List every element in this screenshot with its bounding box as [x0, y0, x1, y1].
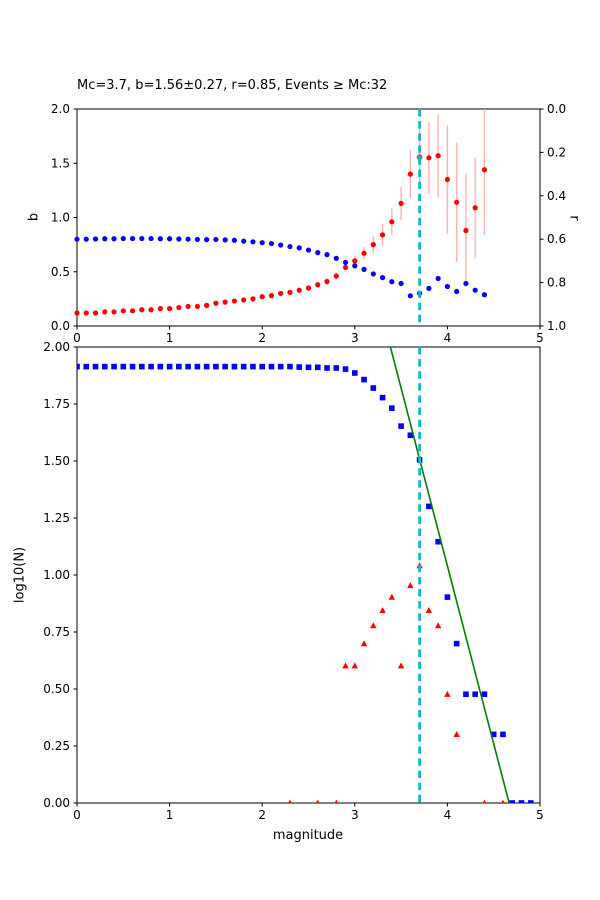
svg-text:0.0: 0.0 — [547, 102, 566, 116]
svg-text:1.5: 1.5 — [51, 156, 70, 170]
svg-text:5: 5 — [536, 331, 544, 345]
svg-text:0.8: 0.8 — [547, 276, 566, 290]
b-error-bars — [224, 109, 486, 304]
svg-text:0: 0 — [73, 808, 81, 822]
svg-text:2: 2 — [258, 331, 266, 345]
top-left-axis-label: b — [26, 212, 42, 222]
svg-text:2.00: 2.00 — [43, 340, 70, 354]
svg-text:1.50: 1.50 — [43, 454, 70, 468]
fit-line — [389, 347, 510, 803]
svg-text:1.0: 1.0 — [547, 319, 566, 333]
svg-text:3: 3 — [351, 331, 359, 345]
svg-text:1.75: 1.75 — [43, 397, 70, 411]
svg-text:0.2: 0.2 — [547, 145, 566, 159]
bottom-y-axis-label: log10(N) — [12, 546, 28, 604]
cumulative-points — [77, 363, 534, 803]
svg-text:3: 3 — [351, 808, 359, 822]
svg-text:0.25: 0.25 — [43, 739, 70, 753]
svg-text:1.00: 1.00 — [43, 568, 70, 582]
bottom-panel: 0 1 2 3 4 5 0.00 0.25 0.50 0.75 1.00 1.25 1.50 1.75 2.… — [43, 340, 544, 822]
bottom-panel-ticks: 0 1 2 3 4 5 0.00 0.25 0.50 0.75 1.00 1.25 1.50 1.75 2.… — [43, 340, 544, 822]
svg-text:5: 5 — [536, 808, 544, 822]
svg-text:0.50: 0.50 — [43, 682, 70, 696]
svg-text:0.6: 0.6 — [547, 232, 566, 246]
top-panel: 0 1 2 3 4 5 0.0 0.5 1.0 1.5 2.0 0.0 0.2 0.4 0.6 0.8 1.0 — [51, 102, 566, 345]
plot-title: Mc=3.7, b=1.56±0.27, r=0.85, Events ≥ Mc… — [77, 78, 388, 93]
noncumulative-points — [288, 562, 505, 803]
x-axis-label: magnitude — [272, 828, 344, 843]
top-right-axis-label: r — [566, 215, 582, 221]
svg-text:0.4: 0.4 — [547, 189, 566, 203]
svg-text:1.0: 1.0 — [51, 211, 70, 225]
r-series-points — [74, 235, 488, 299]
svg-text:2: 2 — [258, 808, 266, 822]
svg-text:2.0: 2.0 — [51, 102, 70, 116]
svg-text:0.00: 0.00 — [43, 796, 70, 810]
svg-text:1.25: 1.25 — [43, 511, 70, 525]
svg-text:1: 1 — [166, 808, 174, 822]
svg-text:0.75: 0.75 — [43, 625, 70, 639]
svg-text:1: 1 — [166, 331, 174, 345]
svg-text:0.0: 0.0 — [51, 319, 70, 333]
svg-text:4: 4 — [444, 808, 452, 822]
mc-marker — [416, 154, 423, 161]
top-panel-ticks: 0 1 2 3 4 5 0.0 0.5 1.0 1.5 2.0 0.0 0.2 0.4 0.6 0.8 1.0 — [51, 102, 566, 345]
svg-text:4: 4 — [444, 331, 452, 345]
b-series-points — [74, 153, 488, 316]
svg-text:0: 0 — [73, 331, 81, 345]
svg-text:0.5: 0.5 — [51, 265, 70, 279]
